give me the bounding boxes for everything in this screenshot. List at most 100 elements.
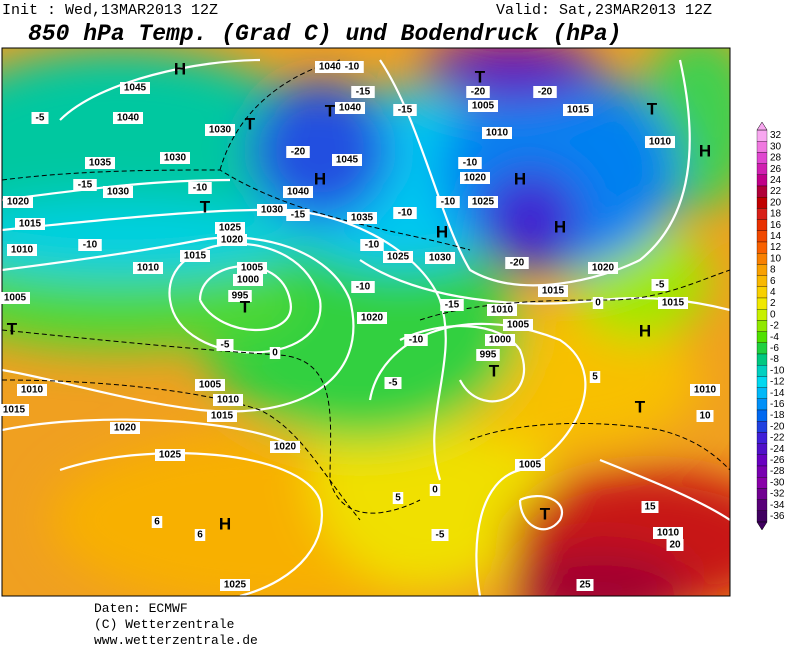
contour-label: 1030 — [164, 153, 187, 164]
label-box — [487, 304, 517, 316]
pressure-center: H — [314, 169, 326, 188]
contour-label: -5 — [389, 378, 398, 389]
label-box — [589, 371, 601, 383]
label-box — [476, 349, 500, 361]
contour-label: 1010 — [21, 385, 44, 396]
label-box — [233, 274, 263, 286]
label-box — [110, 422, 140, 434]
label-box — [133, 262, 163, 274]
contour-label: 1020 — [114, 423, 137, 434]
colorbar-label: 0 — [770, 309, 776, 320]
contour-label: -10 — [463, 158, 478, 169]
colorbar-label: -26 — [770, 455, 785, 466]
copyright: (C) Wetterzentrale — [94, 617, 234, 632]
contour-label: 1015 — [3, 405, 26, 416]
pressure-center: H — [219, 514, 231, 533]
colorbar-label: -28 — [770, 466, 785, 477]
label-box — [15, 218, 45, 230]
label-box — [485, 334, 515, 346]
pressure-center: T — [635, 397, 646, 416]
label-box — [384, 377, 402, 389]
label-box — [429, 484, 441, 496]
contour-label: 1030 — [209, 125, 232, 136]
label-box — [592, 297, 604, 309]
colorbar-label: -22 — [770, 433, 785, 444]
label-box — [505, 257, 529, 269]
label-box — [3, 196, 33, 208]
label-box — [120, 82, 150, 94]
colorbar-label: 12 — [770, 242, 782, 253]
label-box — [286, 209, 310, 221]
label-box — [7, 244, 37, 256]
label-box — [220, 579, 250, 591]
colorbar-swatch — [756, 286, 768, 299]
label-box — [160, 152, 190, 164]
label-box — [696, 410, 714, 422]
contour-label: 1020 — [464, 173, 487, 184]
colorbar-swatch — [756, 253, 768, 265]
label-box — [393, 104, 417, 116]
colorbar-label: -20 — [770, 421, 785, 432]
label-box — [404, 334, 428, 346]
label-box — [351, 86, 375, 98]
label-box — [269, 347, 281, 359]
colorbar-label: 22 — [770, 186, 782, 197]
contour-label: -5 — [221, 340, 230, 351]
contour-label: -15 — [78, 180, 93, 191]
colorbar-cap — [756, 521, 768, 531]
contour-label: 1030 — [261, 205, 284, 216]
colorbar-swatch — [756, 499, 768, 511]
contour-label: 1005 — [199, 380, 222, 391]
colorbar-label: -14 — [770, 388, 785, 399]
isobar — [198, 265, 292, 331]
label-box — [515, 459, 545, 471]
colorbar-label: -34 — [770, 500, 785, 511]
label-box — [641, 501, 659, 513]
contour-label: 1005 — [472, 101, 495, 112]
isobar — [518, 495, 564, 531]
label-box — [588, 262, 618, 274]
colorbar-label: 28 — [770, 153, 782, 164]
isobar — [59, 452, 323, 596]
contour-label: 1000 — [489, 335, 512, 346]
init-time: Init : Wed,13MAR2013 12Z — [2, 2, 218, 19]
contour-label: -10 — [441, 197, 456, 208]
colorbar-label: -16 — [770, 399, 785, 410]
colorbar-swatch — [756, 309, 768, 321]
contour-label: 1010 — [694, 385, 717, 396]
contour-label: 1010 — [486, 128, 509, 139]
label-box — [425, 252, 455, 264]
label-box — [383, 251, 413, 263]
label-box — [466, 86, 490, 98]
colorbar-label: 6 — [770, 276, 776, 287]
contour-label: 15 — [644, 502, 656, 513]
colorbar-swatch — [756, 387, 768, 399]
contour-label: 0 — [595, 298, 601, 309]
pressure-center: H — [174, 59, 186, 78]
contour-label: -5 — [36, 113, 45, 124]
label-box — [351, 281, 375, 293]
pressure-center: H — [639, 321, 651, 340]
contour-label: 995 — [232, 291, 249, 302]
colorbar-swatch — [756, 465, 768, 478]
colorbar-label: 18 — [770, 209, 782, 220]
contour-label: 1010 — [217, 395, 240, 406]
contour-label: 1010 — [137, 263, 160, 274]
pressure-center: H — [554, 217, 566, 236]
contour-label: 1040 — [287, 187, 310, 198]
contour-label: 1010 — [649, 137, 672, 148]
label-box — [31, 112, 49, 124]
pressure-center: T — [540, 504, 551, 523]
label-box — [78, 239, 102, 251]
contour-label: -5 — [436, 530, 445, 541]
label-box — [17, 384, 47, 396]
contour-label: -15 — [445, 300, 460, 311]
contour-label: -10 — [356, 282, 371, 293]
contour-label: 1005 — [241, 263, 264, 274]
website: www.wetterzentrale.de — [94, 633, 258, 648]
pressure-center: T — [489, 361, 500, 380]
colorbar-label: 30 — [770, 141, 782, 152]
label-box — [357, 312, 387, 324]
contour-label: -20 — [291, 147, 306, 158]
